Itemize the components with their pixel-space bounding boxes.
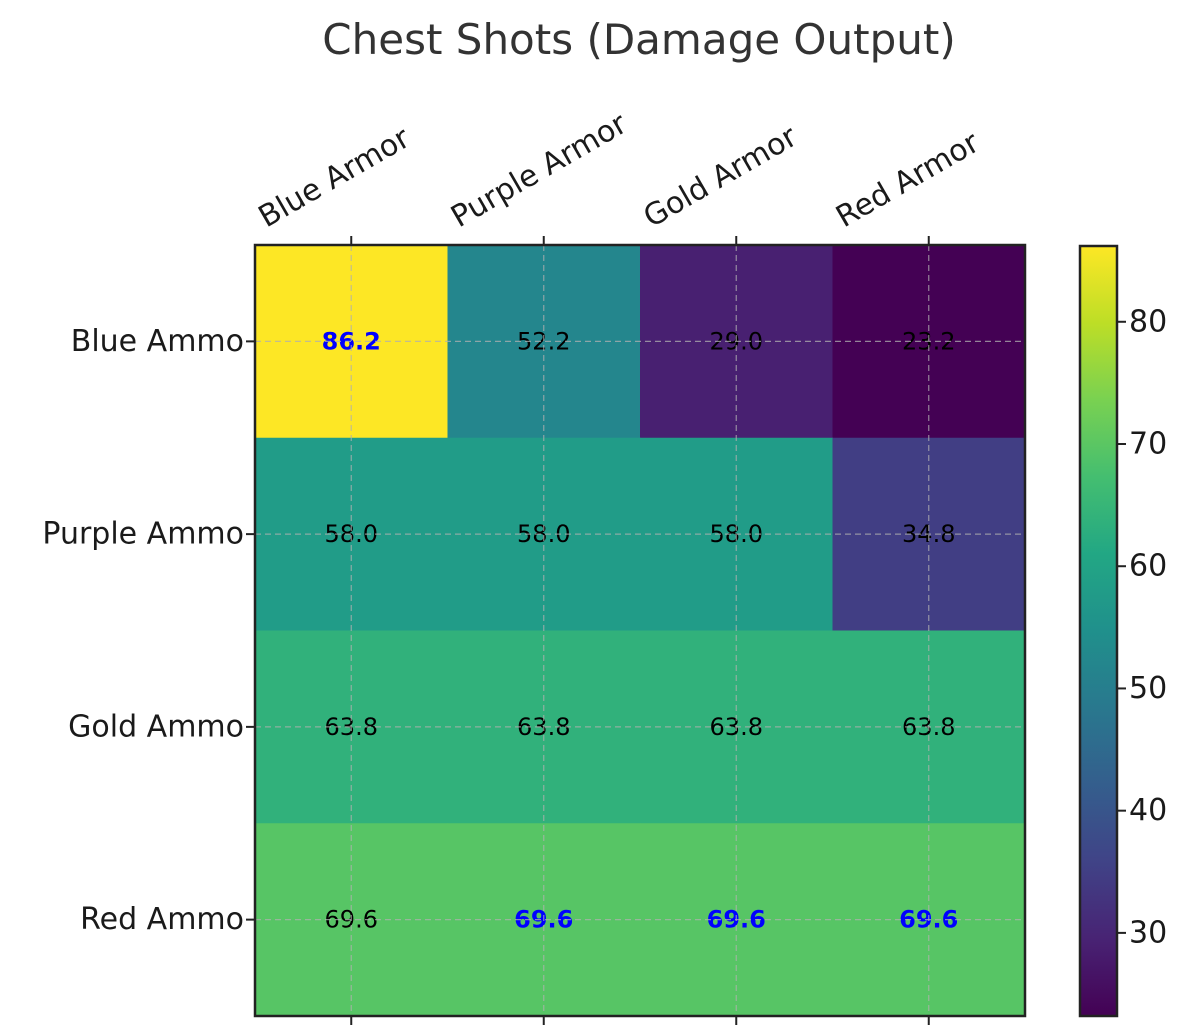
colorbar-tick-label: 50: [1129, 671, 1167, 706]
chart-title: Chest Shots (Damage Output): [322, 15, 955, 64]
y-tick-label: Purple Ammo: [42, 517, 244, 552]
y-axis-ticks: Blue Ammo Purple Ammo Gold Ammo Red Ammo: [42, 324, 255, 937]
grid-lines: [255, 245, 1025, 1016]
heatmap-cells: [255, 245, 1026, 1017]
colorbar-bar: [1078, 244, 1119, 1018]
y-tick-label: Blue Ammo: [71, 324, 244, 359]
x-tick-label: Red Armor: [830, 125, 986, 235]
colorbar: 30 40 50 60 70 80: [1078, 244, 1167, 1018]
colorbar-tick-label: 60: [1129, 549, 1167, 584]
colorbar-tick-label: 70: [1129, 427, 1167, 462]
plot-frame: [253, 243, 1027, 1018]
colorbar-tick-label: 40: [1129, 793, 1167, 828]
x-tick-label: Gold Armor: [638, 119, 804, 235]
x-tick-label: Purple Armor: [445, 106, 633, 235]
y-tick-label: Gold Ammo: [68, 709, 244, 744]
colorbar-tick-label: 30: [1129, 915, 1167, 950]
colorbar-tick-label: 80: [1129, 304, 1167, 339]
y-tick-label: Red Ammo: [80, 902, 244, 937]
x-tick-label: Blue Armor: [253, 120, 417, 235]
